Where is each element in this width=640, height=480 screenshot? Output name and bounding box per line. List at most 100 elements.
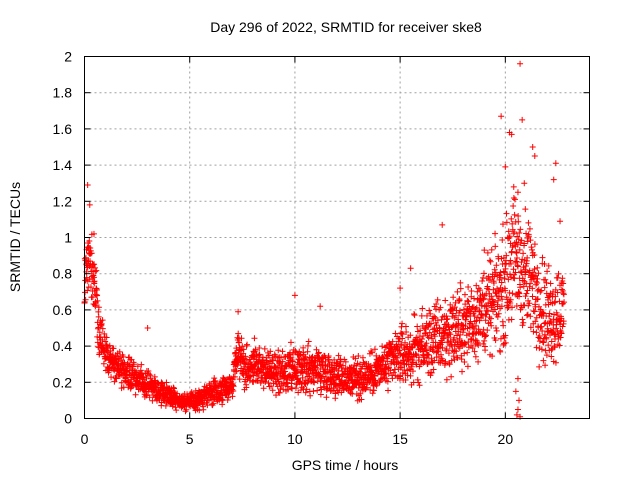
data-point <box>552 160 559 167</box>
data-point <box>98 320 105 327</box>
data-point <box>88 250 95 257</box>
data-point <box>502 163 509 170</box>
data-point <box>454 288 461 295</box>
data-point <box>464 363 471 370</box>
data-point <box>462 301 469 308</box>
data-point <box>231 373 238 380</box>
data-point <box>371 346 378 353</box>
data-point <box>321 368 328 375</box>
data-point <box>498 113 505 120</box>
data-point <box>93 287 100 294</box>
data-point <box>225 391 232 398</box>
data-point <box>473 304 480 311</box>
data-point <box>554 289 561 296</box>
data-point <box>444 315 451 322</box>
data-point <box>559 275 566 282</box>
data-point <box>260 356 267 363</box>
data-point <box>511 196 518 203</box>
data-point <box>556 342 563 349</box>
data-point <box>260 364 267 371</box>
data-point <box>548 338 555 345</box>
data-point <box>129 381 136 388</box>
data-point <box>170 385 177 392</box>
data-point <box>521 240 528 247</box>
data-point <box>204 402 211 409</box>
data-point <box>480 270 487 277</box>
data-point <box>262 374 269 381</box>
data-point <box>471 348 478 355</box>
data-point <box>468 287 475 294</box>
data-point <box>543 352 550 359</box>
data-point <box>229 393 236 400</box>
data-point <box>534 275 541 282</box>
data-point <box>511 275 518 282</box>
data-point <box>509 304 516 311</box>
data-point <box>101 330 108 337</box>
data-point <box>230 382 237 389</box>
data-point <box>353 363 360 370</box>
data-point <box>500 322 507 329</box>
x-tick-label: 15 <box>392 431 408 447</box>
data-point <box>407 332 414 339</box>
data-point <box>294 366 301 373</box>
data-point <box>552 359 559 366</box>
data-point <box>481 247 488 254</box>
data-point <box>504 304 511 311</box>
data-point <box>243 342 250 349</box>
data-point <box>511 211 518 218</box>
data-point <box>530 328 537 335</box>
data-point <box>552 293 559 300</box>
data-point <box>159 380 166 387</box>
data-point <box>347 365 354 372</box>
data-point <box>99 325 106 332</box>
data-point <box>439 344 446 351</box>
data-point <box>530 269 537 276</box>
data-point <box>244 341 251 348</box>
data-point <box>394 354 401 361</box>
data-point <box>447 301 454 308</box>
data-point <box>519 316 526 323</box>
data-point <box>84 287 91 294</box>
data-point <box>452 299 459 306</box>
data-point <box>399 370 406 377</box>
data-point <box>536 345 543 352</box>
x-tick-labels: 0 5 10 15 20 <box>81 431 514 447</box>
data-point <box>412 350 419 357</box>
data-point <box>279 358 286 365</box>
data-point <box>537 288 544 295</box>
data-point <box>402 323 409 330</box>
y-tick-label: 0.4 <box>53 338 73 354</box>
data-point <box>488 246 495 253</box>
data-point <box>455 320 462 327</box>
data-point <box>275 347 282 354</box>
data-point <box>461 339 468 346</box>
data-point <box>260 378 267 385</box>
data-point <box>297 352 304 359</box>
data-point <box>539 254 546 261</box>
data-point <box>513 411 520 418</box>
data-point <box>325 356 332 363</box>
data-point <box>414 323 421 330</box>
data-point <box>522 293 529 300</box>
data-point <box>487 258 494 265</box>
data-point <box>423 347 430 354</box>
data-point <box>471 313 478 320</box>
data-point <box>560 280 567 287</box>
data-point <box>519 322 526 329</box>
data-point <box>442 358 449 365</box>
data-point <box>506 234 513 241</box>
data-point <box>502 339 509 346</box>
data-point <box>511 228 518 235</box>
data-point <box>475 342 482 349</box>
data-point <box>249 352 256 359</box>
data-point <box>407 372 414 379</box>
data-point <box>404 372 411 379</box>
data-point <box>433 322 440 329</box>
data-point <box>432 339 439 346</box>
data-point <box>517 60 524 67</box>
data-point <box>472 306 479 313</box>
data-point <box>152 383 159 390</box>
data-point <box>441 330 448 337</box>
data-point <box>555 270 562 277</box>
data-point <box>439 221 446 228</box>
